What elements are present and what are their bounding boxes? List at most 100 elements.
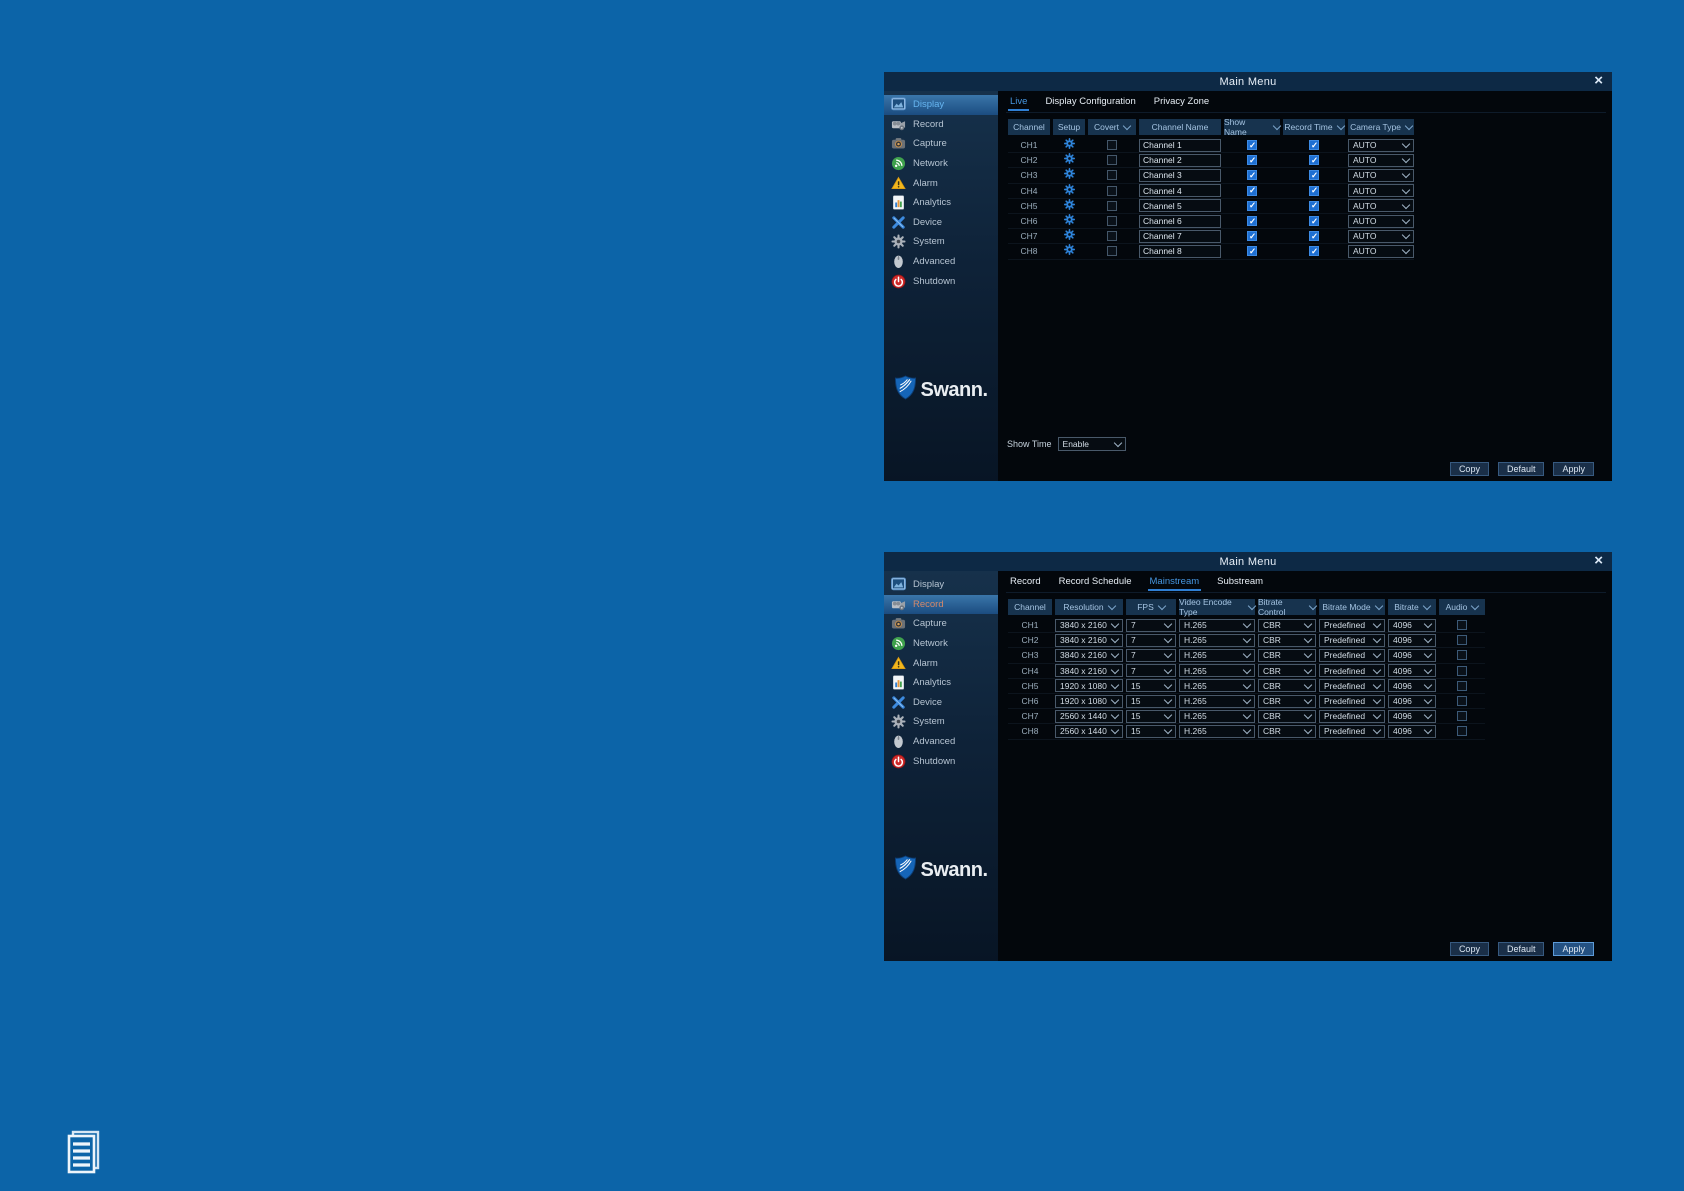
bitrate-control-select[interactable]: CBR bbox=[1258, 664, 1316, 678]
bitrate-control-select[interactable]: CBR bbox=[1258, 633, 1316, 647]
resolution-select[interactable]: 3840 x 2160 bbox=[1055, 633, 1123, 647]
apply-button[interactable]: Apply bbox=[1553, 942, 1594, 956]
video-encode-type-select[interactable]: H.265 bbox=[1179, 679, 1255, 693]
bitrate-select[interactable]: 4096 bbox=[1388, 664, 1436, 678]
copy-button[interactable]: Copy bbox=[1449, 462, 1489, 476]
show-time-select[interactable]: Enable bbox=[1057, 437, 1126, 451]
resolution-select[interactable]: 3840 x 2160 bbox=[1055, 664, 1123, 678]
record-time-checkbox[interactable] bbox=[1309, 170, 1319, 181]
fps-select[interactable]: 15 bbox=[1126, 679, 1176, 693]
sidebar-item-device[interactable]: Device bbox=[884, 693, 998, 713]
sidebar-item-record[interactable]: Record bbox=[884, 594, 998, 615]
resolution-select[interactable]: 3840 x 2160 bbox=[1055, 648, 1123, 662]
fps-select[interactable]: 15 bbox=[1126, 724, 1176, 738]
record-time-checkbox[interactable] bbox=[1309, 185, 1319, 196]
channel-name-input[interactable] bbox=[1139, 214, 1221, 228]
bitrate-mode-select[interactable]: Predefined bbox=[1319, 724, 1385, 738]
resolution-select[interactable]: 2560 x 1440 bbox=[1055, 709, 1123, 723]
sidebar-item-analytics[interactable]: Analytics bbox=[884, 193, 998, 213]
setup-gear-icon[interactable] bbox=[1063, 136, 1075, 154]
audio-checkbox[interactable] bbox=[1457, 711, 1467, 722]
bitrate-control-select[interactable]: CBR bbox=[1258, 724, 1316, 738]
camera-type-select[interactable]: AUTO bbox=[1348, 168, 1414, 182]
sidebar-item-system[interactable]: System bbox=[884, 712, 998, 732]
sidebar-item-system[interactable]: System bbox=[884, 232, 998, 252]
camera-type-select[interactable]: AUTO bbox=[1348, 184, 1414, 198]
default-button[interactable]: Default bbox=[1497, 942, 1545, 956]
bitrate-select[interactable]: 4096 bbox=[1388, 709, 1436, 723]
resolution-select[interactable]: 3840 x 2160 bbox=[1055, 618, 1123, 632]
covert-checkbox[interactable] bbox=[1107, 231, 1117, 242]
bitrate-mode-select[interactable]: Predefined bbox=[1319, 633, 1385, 647]
covert-checkbox[interactable] bbox=[1107, 216, 1117, 227]
audio-checkbox[interactable] bbox=[1457, 620, 1467, 631]
tab-record-schedule[interactable]: Record Schedule bbox=[1058, 576, 1132, 587]
fps-select[interactable]: 7 bbox=[1126, 618, 1176, 632]
resolution-select[interactable]: 1920 x 1080 bbox=[1055, 679, 1123, 693]
camera-type-select[interactable]: AUTO bbox=[1348, 214, 1414, 228]
audio-checkbox[interactable] bbox=[1457, 635, 1467, 646]
audio-checkbox[interactable] bbox=[1457, 726, 1467, 737]
sidebar-item-alarm[interactable]: Alarm bbox=[884, 173, 998, 193]
setup-gear-icon[interactable] bbox=[1063, 151, 1075, 169]
record-time-checkbox[interactable] bbox=[1309, 216, 1319, 227]
bitrate-mode-select[interactable]: Predefined bbox=[1319, 709, 1385, 723]
show-name-checkbox[interactable] bbox=[1247, 140, 1257, 151]
fps-select[interactable]: 7 bbox=[1126, 633, 1176, 647]
setup-gear-icon[interactable] bbox=[1063, 227, 1075, 245]
sidebar-item-advanced[interactable]: Advanced bbox=[884, 252, 998, 272]
show-name-checkbox[interactable] bbox=[1247, 200, 1257, 211]
sidebar-item-capture[interactable]: Capture bbox=[884, 134, 998, 154]
close-icon[interactable]: × bbox=[1594, 72, 1603, 89]
video-encode-type-select[interactable]: H.265 bbox=[1179, 633, 1255, 647]
apply-button[interactable]: Apply bbox=[1553, 462, 1594, 476]
audio-checkbox[interactable] bbox=[1457, 696, 1467, 707]
show-name-checkbox[interactable] bbox=[1247, 170, 1257, 181]
bitrate-control-select[interactable]: CBR bbox=[1258, 694, 1316, 708]
sidebar-item-advanced[interactable]: Advanced bbox=[884, 732, 998, 752]
show-name-checkbox[interactable] bbox=[1247, 185, 1257, 196]
setup-gear-icon[interactable] bbox=[1063, 242, 1075, 260]
sidebar-item-network[interactable]: Network bbox=[884, 154, 998, 174]
sidebar-item-display[interactable]: Display bbox=[884, 575, 998, 595]
show-name-checkbox[interactable] bbox=[1247, 155, 1257, 166]
camera-type-select[interactable]: AUTO bbox=[1348, 153, 1414, 167]
video-encode-type-select[interactable]: H.265 bbox=[1179, 618, 1255, 632]
record-time-checkbox[interactable] bbox=[1309, 155, 1319, 166]
setup-gear-icon[interactable] bbox=[1063, 197, 1075, 215]
video-encode-type-select[interactable]: H.265 bbox=[1179, 648, 1255, 662]
bitrate-control-select[interactable]: CBR bbox=[1258, 618, 1316, 632]
copy-button[interactable]: Copy bbox=[1449, 942, 1489, 956]
channel-name-input[interactable] bbox=[1139, 184, 1221, 198]
record-time-checkbox[interactable] bbox=[1309, 200, 1319, 211]
setup-gear-icon[interactable] bbox=[1063, 166, 1075, 184]
show-name-checkbox[interactable] bbox=[1247, 216, 1257, 227]
bitrate-select[interactable]: 4096 bbox=[1388, 648, 1436, 662]
sidebar-item-device[interactable]: Device bbox=[884, 213, 998, 233]
video-encode-type-select[interactable]: H.265 bbox=[1179, 709, 1255, 723]
covert-checkbox[interactable] bbox=[1107, 170, 1117, 181]
bitrate-mode-select[interactable]: Predefined bbox=[1319, 694, 1385, 708]
sidebar-item-shutdown[interactable]: Shutdown bbox=[884, 271, 998, 291]
tab-privacy-zone[interactable]: Privacy Zone bbox=[1153, 96, 1210, 107]
bitrate-mode-select[interactable]: Predefined bbox=[1319, 648, 1385, 662]
bitrate-control-select[interactable]: CBR bbox=[1258, 679, 1316, 693]
tab-substream[interactable]: Substream bbox=[1217, 576, 1264, 587]
covert-checkbox[interactable] bbox=[1107, 246, 1117, 257]
bitrate-mode-select[interactable]: Predefined bbox=[1319, 679, 1385, 693]
sidebar-item-network[interactable]: Network bbox=[884, 634, 998, 654]
sidebar-item-shutdown[interactable]: Shutdown bbox=[884, 751, 998, 771]
audio-checkbox[interactable] bbox=[1457, 650, 1467, 661]
video-encode-type-select[interactable]: H.265 bbox=[1179, 694, 1255, 708]
channel-name-input[interactable] bbox=[1139, 244, 1221, 258]
tab-live[interactable]: Live bbox=[1007, 96, 1030, 111]
video-encode-type-select[interactable]: H.265 bbox=[1179, 664, 1255, 678]
camera-type-select[interactable]: AUTO bbox=[1348, 244, 1414, 258]
bitrate-select[interactable]: 4096 bbox=[1388, 618, 1436, 632]
tab-display-configuration[interactable]: Display Configuration bbox=[1045, 96, 1136, 107]
camera-type-select[interactable]: AUTO bbox=[1348, 199, 1414, 213]
channel-name-input[interactable] bbox=[1139, 138, 1221, 152]
bitrate-select[interactable]: 4096 bbox=[1388, 633, 1436, 647]
bitrate-mode-select[interactable]: Predefined bbox=[1319, 618, 1385, 632]
bitrate-control-select[interactable]: CBR bbox=[1258, 648, 1316, 662]
